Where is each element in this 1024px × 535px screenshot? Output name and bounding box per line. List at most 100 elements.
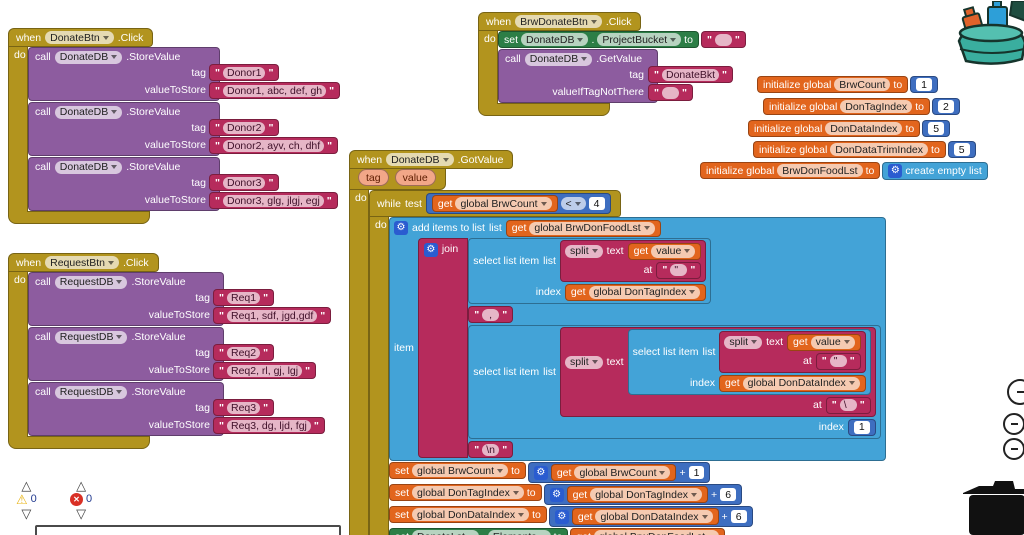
variable-dropdown[interactable]: value xyxy=(810,335,855,349)
down-arrow-icon[interactable]: ▽ xyxy=(21,506,32,521)
up-arrow-icon[interactable]: △ xyxy=(21,478,32,493)
text-string-block[interactable]: " DonateBkt " xyxy=(648,66,733,83)
text-string-block[interactable]: " Donor3, glg, jlgj, egj " xyxy=(209,192,338,209)
text-field[interactable]: Donor1 xyxy=(222,66,266,79)
text-string-block[interactable]: " Req1, sdf, jgd,gdf " xyxy=(213,307,332,324)
select-list-item-block[interactable]: select list item list split xyxy=(627,329,871,395)
text-string-block[interactable]: " , " xyxy=(468,306,514,323)
when-brwdonatebtn-click-block[interactable]: when BrwDonateBtn .Click do set DonateDB… xyxy=(478,12,746,116)
component-dropdown[interactable]: DonateDB xyxy=(386,153,454,166)
mutator-gear-icon[interactable]: ⚙ xyxy=(423,243,438,257)
set-brwcount-row[interactable]: set global BrwCount to ⚙ get global BrwCount… xyxy=(389,462,711,483)
select-list-item-block[interactable]: select list item list split text xyxy=(468,238,712,304)
number-field[interactable]: 1 xyxy=(688,466,705,479)
down-arrow-icon[interactable]: ▽ xyxy=(76,506,87,521)
when-donatebtn-click-block[interactable]: when DonateBtn .Click do call DonateDB .St… xyxy=(8,28,341,224)
variable-dropdown[interactable]: global BrwCount xyxy=(412,464,509,477)
text-string-block[interactable]: " \n " xyxy=(468,441,514,458)
number-field[interactable]: 5 xyxy=(928,122,945,135)
text-string-block[interactable]: " Req2 " xyxy=(213,344,275,361)
call-getvalue-block[interactable]: call DonateDB .GetValue tag valueIfTagNotT… xyxy=(498,49,733,103)
number-block[interactable]: 1 xyxy=(847,418,876,436)
variable-name-field[interactable]: BrwDonFoodLst xyxy=(777,164,863,177)
text-string-block[interactable]: " Req1 " xyxy=(213,289,275,306)
text-field[interactable]: , xyxy=(482,308,500,321)
split-block[interactable]: split text select list item list xyxy=(559,327,876,417)
component-dropdown[interactable]: BrwDonateBtn xyxy=(515,15,602,28)
set-property-block[interactable]: set DonateDB . ProjectBucket to xyxy=(498,31,699,48)
component-dropdown[interactable]: DonateDB xyxy=(54,50,123,64)
text-field[interactable]: DonateBkt xyxy=(661,68,720,81)
number-field[interactable]: 1 xyxy=(853,420,870,434)
text-string-block[interactable]: " \ " xyxy=(825,396,871,414)
errors-counter[interactable]: △ ✕ 0 ▽ xyxy=(70,479,92,520)
number-field[interactable]: 6 xyxy=(730,510,747,523)
variable-dropdown[interactable]: global DonDataIndex xyxy=(595,510,713,523)
init-global-dontagindex-block[interactable]: initialize global DonTagIndex to 2 xyxy=(763,98,960,115)
trash-can-icon[interactable] xyxy=(961,477,1024,535)
number-block[interactable]: 1 xyxy=(910,76,939,93)
split-dropdown[interactable]: split xyxy=(564,244,603,258)
set-dondataindex-row[interactable]: set global DonDataIndex to ⚙ get global DonD… xyxy=(389,506,753,527)
text-field[interactable]: Donor3, glg, jlgj, egj xyxy=(222,194,324,207)
text-string-block[interactable]: " Donor1, abc, def, gh " xyxy=(209,82,341,99)
zoom-in-button[interactable] xyxy=(1003,413,1024,435)
set-variable-block[interactable]: set global DonDataIndex to xyxy=(389,506,547,523)
component-dropdown[interactable]: DonateDB xyxy=(521,33,589,46)
mutator-gear-icon[interactable]: ⚙ xyxy=(533,465,548,480)
empty-text-string-block[interactable]: " " xyxy=(648,84,693,101)
text-string-block[interactable]: " Req2, rl, gj, lgj " xyxy=(213,362,317,379)
get-variable-block[interactable]: get global DonDataIndex xyxy=(719,374,866,392)
number-block[interactable]: 5 xyxy=(922,120,951,137)
get-variable-block[interactable]: get global DonTagIndex xyxy=(564,283,707,301)
mutator-gear-icon[interactable]: ⚙ xyxy=(888,164,903,178)
event-block-header[interactable]: when DonateDB .GotValue xyxy=(349,150,514,169)
warnings-panel[interactable] xyxy=(35,525,341,535)
init-global-dondatatrimindex-block[interactable]: initialize global DonDataTrimIndex to 5 xyxy=(753,141,976,158)
event-param-tag[interactable]: tag xyxy=(358,169,389,186)
when-requestbtn-click-block[interactable]: when RequestBtn .Click do call RequestDB.… xyxy=(8,253,332,449)
component-dropdown[interactable]: DonateDB xyxy=(524,52,593,66)
split-dropdown[interactable]: split xyxy=(564,355,603,369)
event-block-header[interactable]: when RequestBtn .Click xyxy=(8,253,159,272)
split-block[interactable]: split text get value xyxy=(719,331,866,373)
set-property-block[interactable]: set DonateLst . Elements to xyxy=(389,528,569,535)
set-variable-block[interactable]: set global BrwCount to xyxy=(389,462,526,479)
text-string-block[interactable]: " Donor2, ayv, ch, dhf " xyxy=(209,137,339,154)
add-items-to-list-block[interactable]: ⚙ add items to list list get global BrwDo… xyxy=(389,217,886,461)
variable-dropdown[interactable]: global BrwCount xyxy=(574,466,671,479)
number-field[interactable]: 6 xyxy=(720,488,737,501)
get-variable-block[interactable]: get global BrwCount xyxy=(550,464,677,481)
set-variable-block[interactable]: set global DonTagIndex to xyxy=(389,484,542,501)
call-storevalue-block[interactable]: call RequestDB .StoreValue tag valueToStor… xyxy=(28,327,317,381)
component-dropdown[interactable]: DonateLst xyxy=(412,530,479,535)
call-storevalue-block[interactable]: call DonateDB .StoreValue tag valueToStore… xyxy=(28,102,339,156)
event-param-value[interactable]: value xyxy=(394,169,436,186)
text-field[interactable]: Req1, sdf, jgd,gdf xyxy=(226,309,318,322)
component-dropdown[interactable]: RequestDB xyxy=(54,275,128,289)
mutator-gear-icon[interactable]: ⚙ xyxy=(394,221,408,235)
join-block[interactable]: ⚙ join select list item xyxy=(417,238,881,458)
variable-dropdown[interactable]: global DonDataIndex xyxy=(742,376,860,390)
call-storevalue-block[interactable]: call DonateDB .StoreValue tag valueToStore… xyxy=(28,157,338,211)
text-field[interactable]: " xyxy=(670,264,688,276)
text-field[interactable] xyxy=(661,86,679,99)
text-string-block[interactable]: " Req3 " xyxy=(213,399,275,416)
text-field[interactable]: Req3, dg, ljd, fgj xyxy=(226,419,311,432)
init-global-brwdonfoodlst-block[interactable]: initialize global BrwDonFoodLst to ⚙ create… xyxy=(700,162,988,180)
get-variable-block[interactable]: get value xyxy=(787,333,861,351)
component-dropdown[interactable]: RequestBtn xyxy=(45,256,119,269)
addition-block[interactable]: ⚙ get global BrwCount +1 xyxy=(527,462,711,483)
variable-dropdown[interactable]: global DonTagIndex xyxy=(412,486,524,499)
text-field[interactable]: " xyxy=(829,355,847,367)
component-dropdown[interactable]: DonateDB xyxy=(54,160,123,174)
addition-block[interactable]: ⚙ get global DonDataIndex +6 xyxy=(548,506,753,527)
variable-name-field[interactable]: BrwCount xyxy=(834,78,891,91)
text-field[interactable]: Donor3 xyxy=(222,176,266,189)
event-block-header[interactable]: when BrwDonateBtn .Click xyxy=(478,12,642,31)
text-field[interactable]: Donor1, abc, def, gh xyxy=(222,84,327,97)
number-field[interactable]: 4 xyxy=(588,197,605,210)
warnings-counter[interactable]: △ ⚠ 0 ▽ xyxy=(16,479,37,520)
variable-dropdown[interactable]: global DonDataIndex xyxy=(412,508,530,521)
